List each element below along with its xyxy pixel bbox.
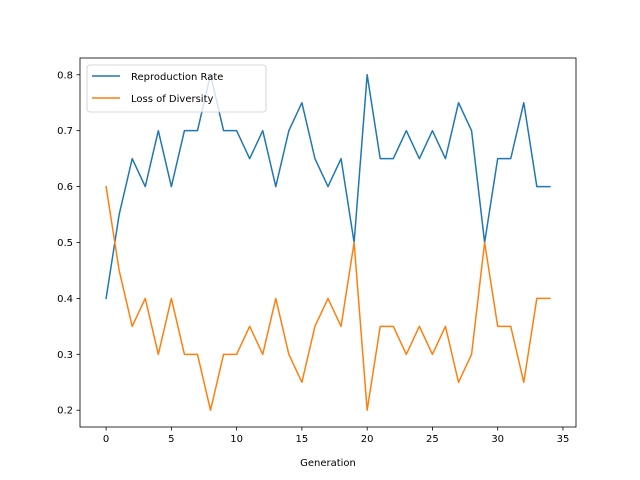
y-tick-label: 0.7	[57, 126, 73, 137]
y-tick-label: 0.2	[57, 406, 73, 417]
y-tick-label: 0.4	[57, 294, 73, 305]
series-line-loss-of-diversity	[105, 185, 551, 411]
x-tick-label: 30	[491, 434, 504, 445]
series-line-reproduction-rate	[105, 74, 551, 300]
y-tick-label: 0.5	[57, 238, 73, 249]
x-axis-label: Generation	[300, 458, 356, 469]
legend-label: Loss of Diversity	[131, 94, 213, 105]
x-tick-label: 10	[230, 434, 243, 445]
legend: Reproduction Rate Loss of Diversity	[86, 64, 267, 113]
legend-box	[86, 64, 267, 113]
y-axis: 0.2 0.3 0.4 0.5 0.6 0.7 0.8	[57, 70, 80, 417]
y-tick-label: 0.3	[57, 350, 73, 361]
x-tick-label: 15	[296, 434, 309, 445]
x-tick-label: 25	[426, 434, 439, 445]
x-tick-label: 20	[361, 434, 374, 445]
x-tick-label: 0	[103, 434, 109, 445]
legend-label: Reproduction Rate	[131, 72, 223, 83]
y-tick-label: 0.6	[57, 182, 73, 193]
x-tick-label: 35	[557, 434, 570, 445]
x-tick-label: 5	[168, 434, 174, 445]
x-axis: 0 5 10 15 20 25 30 35	[103, 427, 569, 445]
y-tick-label: 0.8	[57, 70, 73, 81]
series-layer	[105, 74, 551, 411]
